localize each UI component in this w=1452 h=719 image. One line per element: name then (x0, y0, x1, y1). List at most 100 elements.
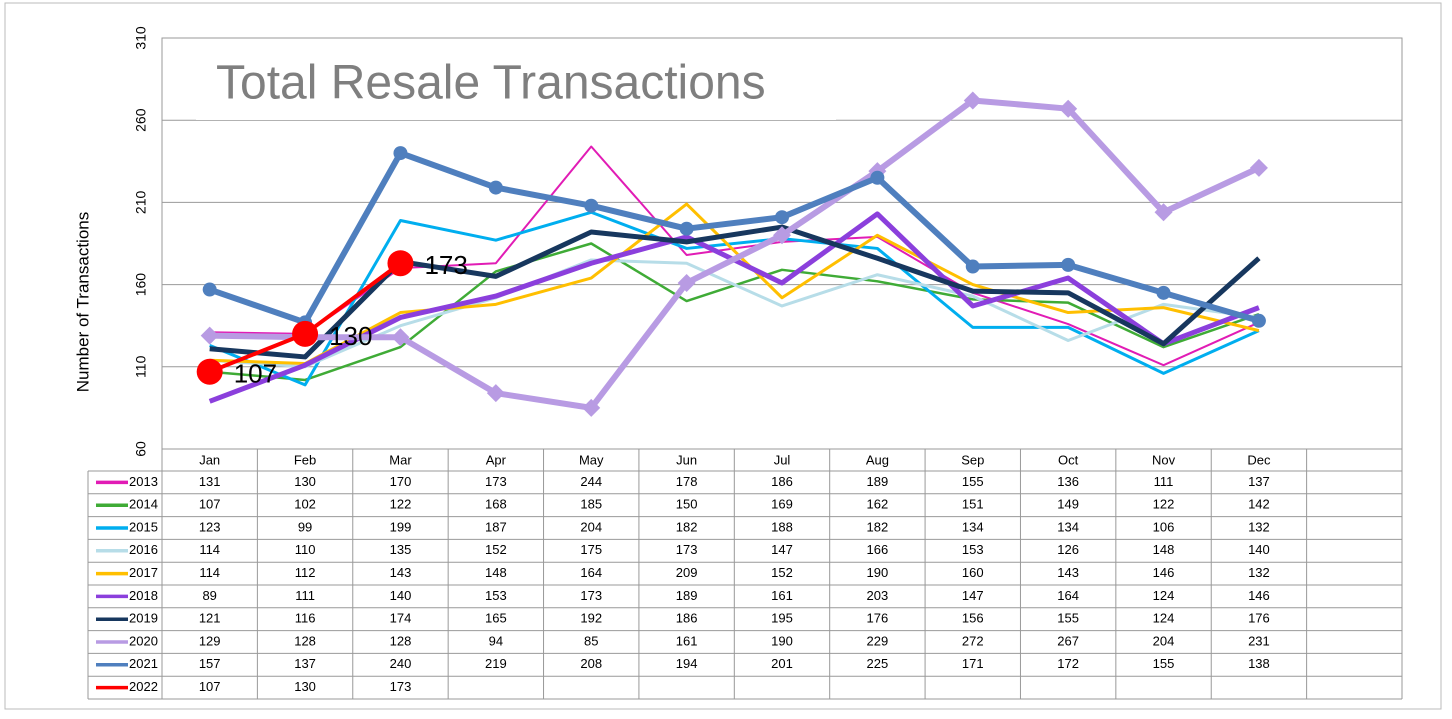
marker (1059, 99, 1078, 118)
x-tick-label: Jan (199, 452, 220, 467)
table-cell: 182 (867, 519, 889, 534)
marker (393, 146, 408, 161)
marker (775, 210, 789, 225)
table-cell: 122 (390, 497, 412, 512)
table-cell: 148 (485, 565, 507, 580)
table-cell: 189 (676, 588, 698, 603)
table-cell: 111 (295, 588, 315, 603)
table-cell: 195 (771, 611, 793, 626)
table-cell: 178 (676, 474, 698, 489)
legend-label: 2021 (129, 656, 158, 671)
marker (1249, 158, 1268, 177)
y-tick-label: 260 (133, 108, 149, 132)
table-cell: 112 (295, 565, 316, 580)
table-cell: 129 (199, 633, 221, 648)
x-tick-label: Nov (1152, 452, 1176, 467)
table-cell: 182 (676, 519, 698, 534)
x-tick-label: Jun (676, 452, 697, 467)
marker (1251, 313, 1266, 328)
chart: 60 110 160 210 260 310 Number of Transactions T… (4, 2, 1442, 710)
table-cell: 172 (1057, 656, 1079, 671)
marker (1156, 285, 1171, 300)
marker (584, 198, 599, 213)
data-label: 130 (329, 321, 372, 351)
table-cell: 114 (199, 542, 220, 557)
table-cell: 135 (390, 542, 412, 557)
table-cell: 267 (1057, 633, 1079, 648)
x-tick-label: Mar (389, 452, 412, 467)
table-cell: 132 (1248, 519, 1270, 534)
x-tick-label: Dec (1247, 452, 1271, 467)
table-cell: 102 (294, 497, 316, 512)
table-cell: 147 (771, 542, 793, 557)
table-cell: 192 (580, 611, 602, 626)
marker (679, 221, 694, 236)
table-cell: 168 (485, 497, 507, 512)
table-cell: 189 (867, 474, 889, 489)
y-tick-label: 210 (133, 191, 149, 215)
table-cell: 186 (676, 611, 698, 626)
table-cell: 143 (390, 565, 412, 580)
table-cell: 132 (1248, 565, 1270, 580)
table-cell: 116 (295, 611, 316, 626)
table-cell: 155 (962, 474, 984, 489)
table-cell: 152 (771, 565, 793, 580)
table-cell: 149 (1057, 497, 1079, 512)
table-cell: 204 (1153, 633, 1175, 648)
table-cell: 199 (390, 519, 412, 534)
table-cell: 164 (580, 565, 602, 580)
marker (200, 326, 219, 345)
x-tick-label: Oct (1058, 452, 1079, 467)
table-cell: 190 (867, 565, 889, 580)
table-cell: 229 (867, 633, 889, 648)
table-cell: 128 (294, 633, 316, 648)
table-cell: 134 (1057, 519, 1079, 534)
table-cell: 272 (962, 633, 984, 648)
table-cell: 170 (390, 474, 412, 489)
y-tick-label: 60 (133, 441, 149, 457)
title-box (196, 58, 836, 120)
table-cell: 137 (294, 656, 316, 671)
y-tick-label: 160 (133, 273, 149, 297)
chart-title: Total Resale Transactions (216, 57, 766, 110)
table-cell: 147 (962, 588, 984, 603)
table-cell: 143 (1057, 565, 1079, 580)
table-cell: 148 (1153, 542, 1175, 557)
table-cell: 89 (202, 588, 216, 603)
table-cell: 244 (580, 474, 602, 489)
table-cell: 190 (771, 633, 793, 648)
table-cell: 114 (199, 565, 220, 580)
marker (965, 259, 980, 274)
table-cell: 123 (199, 519, 221, 534)
table-cell: 128 (390, 633, 412, 648)
y-axis-label: Number of Transactions (73, 212, 92, 392)
table-cell: 171 (962, 656, 984, 671)
table-cell: 138 (1248, 656, 1270, 671)
table-cell: 131 (199, 474, 221, 489)
x-tick-label: Jul (774, 452, 791, 467)
table-cell: 155 (1153, 656, 1175, 671)
table-cell: 121 (199, 611, 221, 626)
legend-label: 2017 (129, 565, 158, 580)
legend-label: 2020 (129, 633, 158, 648)
legend-label: 2014 (129, 497, 158, 512)
marker (196, 358, 223, 385)
table-cell: 231 (1248, 633, 1270, 648)
table-cell: 165 (485, 611, 507, 626)
series-line (209, 258, 1260, 369)
marker (963, 91, 982, 110)
table-cell: 152 (485, 542, 507, 557)
table-cell: 175 (580, 542, 602, 557)
table-cell: 201 (771, 656, 793, 671)
legend-label: 2019 (129, 611, 158, 626)
marker (1061, 257, 1076, 272)
table-cell: 157 (199, 656, 221, 671)
table-cell: 136 (1057, 474, 1079, 489)
x-tick-label: Aug (866, 452, 889, 467)
table-cell: 173 (676, 542, 698, 557)
table-cell: 209 (676, 565, 698, 580)
table-cell: 161 (676, 633, 698, 648)
table-cell: 124 (1153, 611, 1175, 626)
y-tick-label: 310 (133, 26, 149, 50)
data-label: 107 (234, 359, 277, 389)
